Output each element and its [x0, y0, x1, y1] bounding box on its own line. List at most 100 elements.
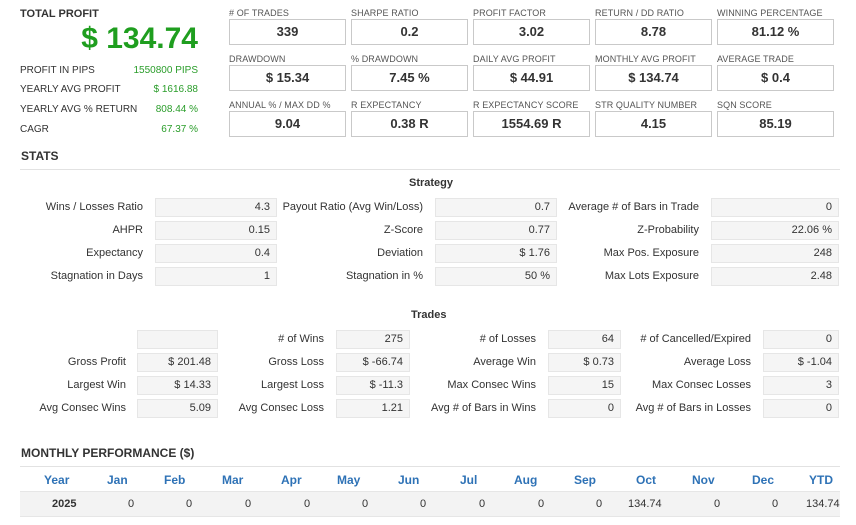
- metric-value: 8.78: [595, 19, 712, 45]
- summary-value: $ 1616.88: [153, 84, 199, 95]
- month-header-nov: Nov: [692, 473, 715, 487]
- stat-label: Avg Consec Wins: [39, 402, 126, 414]
- metric-label: % DRAWDOWN: [351, 54, 419, 64]
- metric-r-expectancy: R EXPECTANCY 0.38 R: [351, 100, 468, 140]
- summary-value: 808.44 %: [155, 104, 198, 115]
- metric-label: DAILY AVG PROFIT: [473, 54, 556, 64]
- month-header-sep: Sep: [574, 473, 597, 487]
- metric-value: 0.2: [351, 19, 468, 45]
- stat-label: Z-Score: [383, 224, 423, 236]
- stat-value: $ 14.33: [137, 376, 218, 395]
- metric-sharpe-ratio: SHARPE RATIO 0.2: [351, 8, 468, 48]
- stat-label: Average # of Bars in Trade: [568, 201, 699, 213]
- stat-label: Stagnation in Days: [50, 270, 143, 282]
- total-profit-value: $ 134.74: [81, 22, 198, 55]
- stat-value: 248: [711, 244, 839, 263]
- stat-value: 275: [336, 330, 410, 349]
- metric-label: SHARPE RATIO: [351, 8, 419, 18]
- stats-title: STATS: [21, 149, 59, 163]
- metric-value: 0.38 R: [351, 111, 468, 137]
- metric-label: SQN SCORE: [717, 100, 772, 110]
- stat-value: $ -11.3: [336, 376, 410, 395]
- month-header-may: May: [337, 473, 361, 487]
- metric-drawdown: DRAWDOWN $ 15.34: [229, 54, 346, 94]
- summary-label: YEARLY AVG % RETURN: [20, 104, 138, 115]
- metric-monthly-avg-profit: MONTHLY AVG PROFIT $ 134.74: [595, 54, 712, 94]
- stat-value: 2.48: [711, 267, 839, 286]
- stat-label: Largest Loss: [261, 379, 324, 391]
- stat-value: 5.09: [137, 399, 218, 418]
- stat-label: Average Win: [473, 356, 536, 368]
- monthly-cell-jun: 0: [420, 498, 427, 510]
- stat-label: Avg Consec Loss: [238, 402, 324, 414]
- summary-label: PROFIT IN PIPS: [20, 65, 95, 76]
- stat-value: $ 201.48: [137, 353, 218, 372]
- stat-label: Wins / Losses Ratio: [45, 201, 143, 213]
- stat-value: 0: [763, 330, 839, 349]
- monthly-year-cell: 2025: [52, 498, 77, 510]
- metric-label: R EXPECTANCY SCORE: [473, 100, 579, 110]
- stat-label: Deviation: [377, 247, 423, 259]
- summary-row-yearly-return: YEARLY AVG % RETURN 808.44 %: [20, 104, 198, 118]
- stat-value: 4.3: [155, 198, 277, 217]
- stat-value: 1.21: [336, 399, 410, 418]
- total-profit-panel: TOTAL PROFIT $ 134.74 PROFIT IN PIPS 155…: [20, 8, 198, 135]
- month-header-feb: Feb: [164, 473, 186, 487]
- stat-label: Stagnation in %: [345, 270, 423, 282]
- stat-value: 0.7: [435, 198, 557, 217]
- metric-value: 9.04: [229, 111, 346, 137]
- stat-label: Max Consec Losses: [651, 379, 751, 391]
- metric-trades: # OF TRADES 339: [229, 8, 346, 48]
- stat-label: Z-Probability: [637, 224, 699, 236]
- stat-label: Expectancy: [86, 247, 143, 259]
- metric-return-dd-ratio: RETURN / DD RATIO 8.78: [595, 8, 712, 48]
- stat-label: Largest Win: [67, 379, 126, 391]
- stat-value: [137, 330, 218, 349]
- monthly-performance-title: MONTHLY PERFORMANCE ($): [21, 446, 195, 460]
- summary-value: 1550800 PIPS: [133, 65, 199, 76]
- stat-label: Max Lots Exposure: [604, 270, 699, 282]
- stat-label: Avg # of Bars in Losses: [635, 402, 751, 414]
- stat-label: Max Pos. Exposure: [603, 247, 699, 259]
- metric-value: 339: [229, 19, 346, 45]
- metric-winning-percentage: WINNING PERCENTAGE 81.12 %: [717, 8, 834, 48]
- metric-label: # OF TRADES: [229, 8, 289, 18]
- stat-label: # of Losses: [479, 333, 536, 345]
- summary-row-cagr: CAGR 67.37 %: [20, 124, 198, 138]
- metric-value: 1554.69 R: [473, 111, 590, 137]
- monthly-cell-may: 0: [362, 498, 369, 510]
- metric-pct-drawdown: % DRAWDOWN 7.45 %: [351, 54, 468, 94]
- strategy-subtitle: Strategy: [409, 177, 454, 189]
- stat-label: Gross Loss: [268, 356, 324, 368]
- summary-value: 67.37 %: [161, 124, 198, 135]
- metric-label: PROFIT FACTOR: [473, 8, 546, 18]
- month-header-aug: Aug: [514, 473, 538, 487]
- monthly-row-2025: [20, 491, 840, 517]
- metric-label: STR QUALITY NUMBER: [595, 100, 698, 110]
- summary-label: YEARLY AVG PROFIT: [20, 84, 121, 95]
- monthly-cell-jan: 0: [128, 498, 135, 510]
- month-header-jun: Jun: [398, 473, 420, 487]
- metric-label: DRAWDOWN: [229, 54, 286, 64]
- stat-label: Average Loss: [683, 356, 751, 368]
- metric-annual-max-dd: ANNUAL % / MAX DD % 9.04: [229, 100, 346, 140]
- metric-label: ANNUAL % / MAX DD %: [229, 100, 331, 110]
- monthly-cell-feb: 0: [186, 498, 193, 510]
- metric-average-trade: AVERAGE TRADE $ 0.4: [717, 54, 834, 94]
- month-header-dec: Dec: [752, 473, 775, 487]
- stat-value: $ 0.73: [548, 353, 621, 372]
- metric-value: $ 134.74: [595, 65, 712, 91]
- stat-value: 0: [711, 198, 839, 217]
- monthly-cell-apr: 0: [304, 498, 311, 510]
- metric-sqn-score: SQN SCORE 85.19: [717, 100, 834, 140]
- monthly-cell-dec: 0: [772, 498, 779, 510]
- metric-value: 81.12 %: [717, 19, 834, 45]
- stat-label: Avg # of Bars in Wins: [431, 402, 536, 414]
- stat-value: $ -66.74: [336, 353, 410, 372]
- month-header-jul: Jul: [460, 473, 478, 487]
- trades-subtitle: Trades: [411, 309, 447, 321]
- stat-label: Payout Ratio (Avg Win/Loss): [282, 201, 423, 213]
- summary-row-yearly-profit: YEARLY AVG PROFIT $ 1616.88: [20, 84, 198, 98]
- stat-value: 0.4: [155, 244, 277, 263]
- stat-label: [20, 330, 126, 348]
